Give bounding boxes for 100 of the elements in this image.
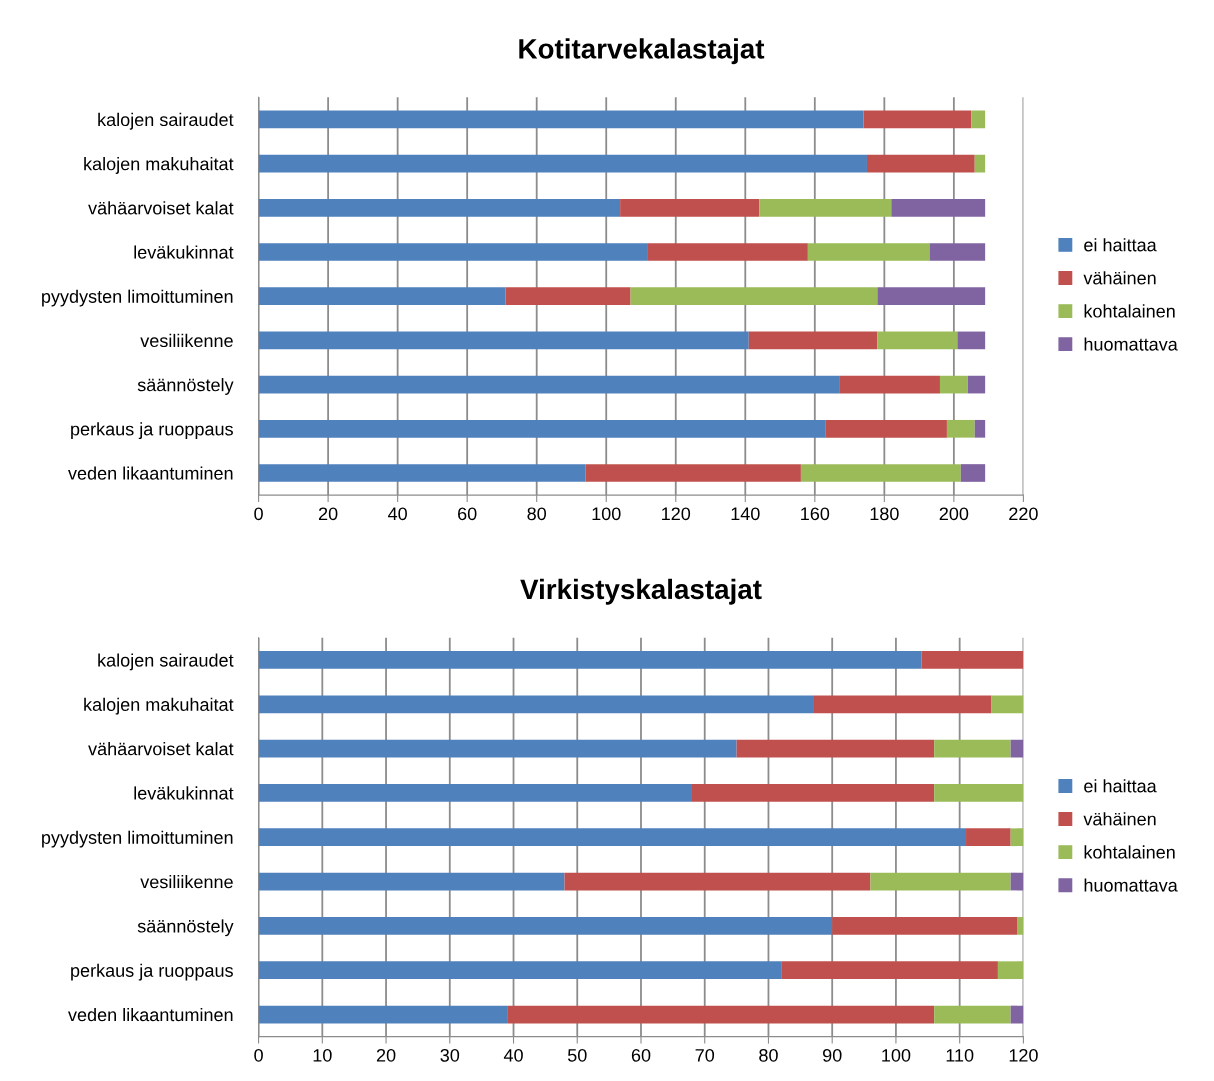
bar [877, 287, 986, 306]
x-tick-label: 100 [882, 1048, 911, 1062]
bar [967, 375, 986, 394]
y-tick-label: pyydysten limoittuminen [42, 289, 233, 307]
legend-label: huomattava [1084, 878, 1178, 892]
bar [957, 331, 986, 350]
bar [630, 287, 878, 306]
y-tick-label: kalojen makuhaitat [84, 157, 234, 174]
x-tick-label: 140 [731, 507, 760, 521]
bar [974, 419, 986, 438]
bar [258, 375, 840, 394]
y-tick-label: vähäarvoiset kalat [88, 201, 234, 215]
bar [813, 695, 992, 714]
y-tick-label: perkaus ja ruoppaus [71, 422, 233, 440]
bar [781, 961, 998, 980]
x-tick-label: 110 [946, 1048, 974, 1062]
bar [258, 961, 782, 980]
bar [997, 961, 1024, 980]
bar [974, 154, 986, 173]
x-tick-label: 120 [1009, 1048, 1038, 1062]
bar [877, 331, 958, 350]
x-tick-label: 220 [1009, 507, 1038, 521]
bar [258, 1005, 508, 1024]
chart-title: Kotitarvekalastajat [519, 38, 765, 65]
bar [1010, 1005, 1024, 1024]
bar [934, 739, 1011, 758]
y-tick-label: kalojen makuhaitat [84, 697, 234, 715]
bar [870, 872, 1011, 891]
bar [839, 375, 940, 394]
x-tick-label: 90 [823, 1048, 842, 1062]
x-tick-label: 80 [527, 507, 547, 521]
bar [258, 198, 621, 217]
x-tick-label: 10 [313, 1048, 332, 1062]
x-tick-label: 30 [440, 1048, 460, 1062]
y-tick-label: perkaus ja ruoppaus [71, 963, 233, 981]
y-tick-label: pyydysten limoittuminen [42, 830, 233, 848]
legend-label: kohtalainen [1084, 304, 1175, 318]
bar [825, 419, 947, 438]
chart-title: Virkistyskalastajat [520, 578, 762, 605]
legend-label: huomattava [1084, 337, 1178, 351]
x-tick-label: 0 [254, 507, 263, 521]
x-tick-label: 20 [318, 507, 338, 521]
bar [759, 198, 892, 217]
legend-label: vähäinen [1083, 812, 1156, 826]
bar [564, 872, 871, 891]
bar [866, 154, 975, 173]
x-tick-label: 70 [695, 1048, 715, 1062]
bar [691, 784, 935, 802]
x-tick-label: 80 [759, 1048, 778, 1062]
bar [258, 828, 967, 847]
x-tick-label: 180 [870, 507, 899, 521]
bar [258, 739, 737, 758]
legend-label: kohtalainen [1084, 845, 1175, 859]
bar [971, 110, 986, 129]
bar [505, 287, 631, 306]
bar [1010, 872, 1024, 891]
bar [1017, 917, 1024, 935]
bar [929, 243, 986, 261]
bar [258, 784, 692, 802]
x-tick-label: 60 [458, 507, 477, 521]
bar [1010, 739, 1024, 758]
x-tick-label: 40 [388, 507, 407, 521]
bar [921, 651, 1024, 669]
x-tick-label: 60 [631, 1048, 651, 1062]
bar [585, 464, 801, 482]
bar [934, 1005, 1011, 1024]
bar [934, 784, 1024, 802]
bar [807, 243, 930, 261]
bar [258, 419, 826, 438]
legend-label: vähäinen [1083, 271, 1156, 285]
y-tick-label: vesiliikenne [140, 333, 233, 348]
y-tick-label: säännöstely [137, 378, 234, 395]
bar [966, 828, 1011, 847]
bar [258, 243, 648, 261]
x-tick-label: 0 [254, 1048, 263, 1062]
x-tick-label: 200 [939, 507, 969, 521]
bar [736, 739, 935, 758]
y-tick-label: kalojen sairaudet [98, 112, 234, 130]
bar [748, 331, 878, 350]
bar [258, 464, 586, 482]
legend-label: ei haittaa [1084, 238, 1157, 252]
bar [960, 464, 986, 482]
bar [939, 375, 968, 394]
x-tick-label: 100 [592, 507, 621, 521]
bar [832, 917, 1018, 935]
x-tick-label: 160 [801, 507, 830, 521]
bar [258, 287, 506, 306]
bar [258, 154, 867, 173]
bar [507, 1005, 935, 1024]
bar [258, 651, 922, 669]
y-tick-label: vesiliikenne [140, 875, 233, 889]
bar [800, 464, 961, 482]
legend-label: ei haittaa [1084, 779, 1157, 793]
bar [258, 331, 749, 350]
bar [620, 198, 760, 217]
bar [946, 419, 975, 438]
bar [1010, 828, 1024, 847]
bar [258, 110, 864, 129]
x-tick-label: 20 [376, 1048, 396, 1062]
bar [647, 243, 808, 261]
